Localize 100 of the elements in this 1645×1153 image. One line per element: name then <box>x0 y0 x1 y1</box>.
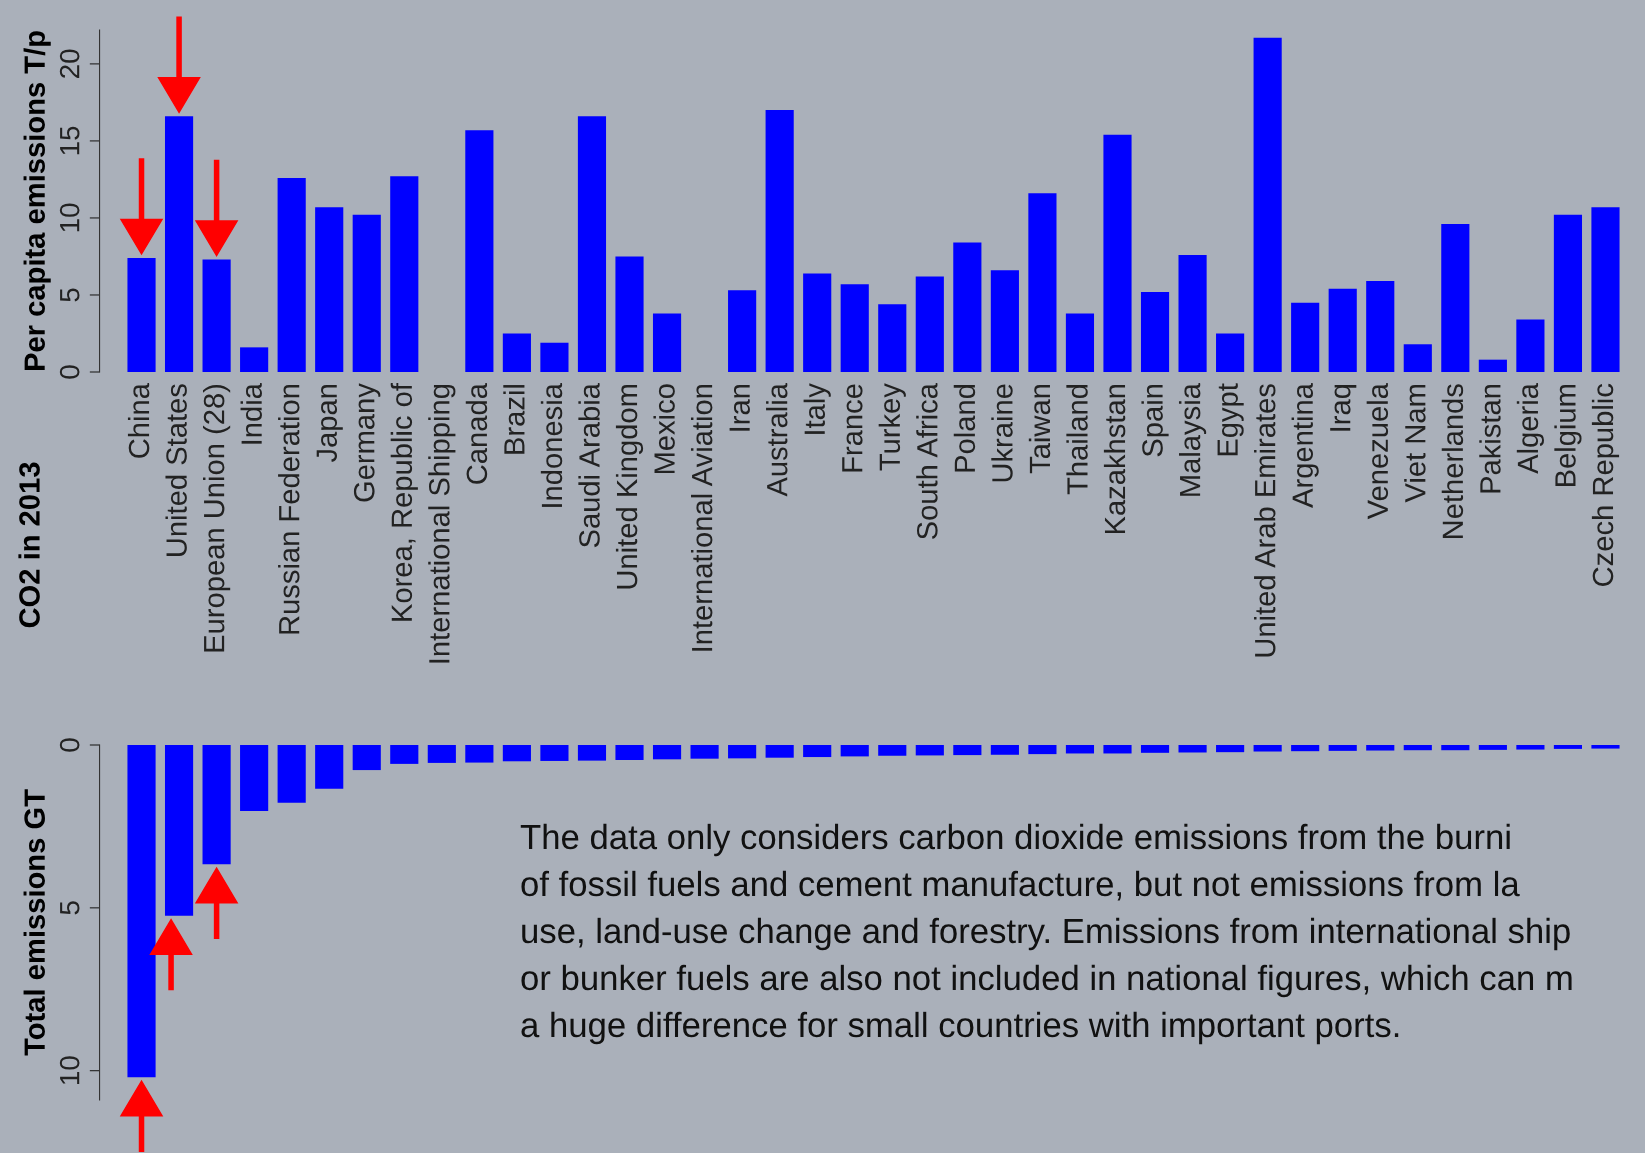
bar <box>728 745 757 759</box>
bar <box>1403 344 1432 372</box>
bar <box>878 304 907 372</box>
bar <box>465 130 494 372</box>
bar <box>690 745 719 759</box>
bar <box>1028 193 1057 372</box>
y-axis-title: Per capita emissions T/p <box>23 31 51 371</box>
x-tick-label: France <box>842 384 863 472</box>
bar <box>577 116 607 372</box>
annotation: use, land-use change and forestry. Emissions from international ship <box>522 917 1570 951</box>
x-tick-label: Mexico <box>653 384 675 474</box>
x-tick-label: Ukraine <box>991 384 1013 482</box>
y-tick-label: 10 <box>59 1056 80 1085</box>
x-tick-label: Pakistan <box>1479 385 1501 493</box>
bar <box>1328 288 1357 372</box>
x-tick-label: Germany <box>353 383 381 502</box>
bar <box>1328 745 1357 751</box>
x-tick-label: Brazil <box>503 385 525 454</box>
bar <box>990 270 1019 372</box>
x-tick-label: United Arab Emirates <box>1254 384 1276 657</box>
x-tick-label: Czech Republic <box>1591 383 1620 586</box>
x-tick-label: Poland <box>953 384 976 472</box>
bar <box>990 745 1019 755</box>
bar <box>953 745 982 756</box>
x-tick-label: Italy <box>803 383 831 434</box>
x-tick-label: Saudi Arabia <box>578 383 600 548</box>
bar <box>1140 745 1170 753</box>
bar <box>803 745 832 758</box>
bar <box>1591 745 1620 749</box>
x-tick-label: Spain <box>1141 385 1169 457</box>
x-tick-label: Japan <box>316 385 343 463</box>
bar <box>1065 313 1095 372</box>
bar <box>1553 214 1583 372</box>
bar <box>1516 745 1545 750</box>
x-tick-label: Turkey <box>878 383 906 471</box>
bar <box>1291 745 1320 752</box>
y-tick-label: 0 <box>59 365 80 379</box>
bar <box>540 745 569 761</box>
x-tick-label: Russian Federation <box>278 384 300 634</box>
x-tick-label: Kazakhstan <box>1103 385 1126 534</box>
x-tick-label: Thailand <box>1066 384 1088 495</box>
x-tick-label: India <box>240 383 262 444</box>
bar <box>1216 333 1245 372</box>
x-tick-label: Taiwan <box>1028 385 1051 474</box>
bar <box>1553 745 1583 749</box>
y-tick-label: 15 <box>60 126 80 155</box>
bar <box>1366 281 1395 372</box>
bar <box>728 290 757 372</box>
bar <box>465 745 494 763</box>
x-tick-label: United Kingdom <box>615 385 644 589</box>
bar <box>390 745 419 764</box>
bar <box>840 284 869 372</box>
bar <box>315 745 344 789</box>
annotation: The data only considers carbon dioxide emissions from the burni <box>520 823 1510 857</box>
bar <box>240 347 269 372</box>
annotation: of fossil fuels and cement manufacture, but not emissions from la <box>521 870 1520 901</box>
bar <box>1403 745 1432 751</box>
bar <box>1591 207 1620 372</box>
x-tick-label: Belgium <box>1554 385 1582 487</box>
bar <box>1441 745 1470 751</box>
bar <box>915 745 944 756</box>
bar <box>1140 291 1170 372</box>
y-tick-label: 0 <box>59 738 80 752</box>
bar <box>502 745 531 762</box>
text: CO2 in 2013 <box>18 462 40 628</box>
bar <box>765 110 794 372</box>
annotation: or bunker fuels are also not included in national figures, which can m <box>521 964 1572 998</box>
x-tick-label: Australia <box>766 383 788 497</box>
x-tick-label: Egypt <box>1217 383 1244 456</box>
x-tick-label: Korea, Republic of <box>390 383 418 621</box>
bar <box>1516 319 1545 372</box>
bar <box>803 273 832 372</box>
bar <box>390 176 419 372</box>
bar <box>315 207 344 372</box>
x-tick-label: United States <box>165 384 187 556</box>
bar <box>615 256 644 372</box>
bar <box>1178 254 1207 372</box>
bar <box>1103 134 1132 372</box>
x-tick-label: Viet Nam <box>1404 385 1426 503</box>
x-tick-label: Malaysia <box>1178 383 1207 496</box>
x-tick-label: China <box>127 383 150 458</box>
bar <box>277 745 306 803</box>
x-tick-label: Netherlands <box>1441 384 1464 538</box>
x-tick-label: International Aviation <box>690 384 713 651</box>
annotation: a huge difference for small countries with important ports. <box>521 1011 1399 1045</box>
y-tick-label: 5 <box>60 288 80 302</box>
bar <box>652 313 682 372</box>
bar <box>615 745 644 760</box>
y-tick-label: 5 <box>60 901 80 915</box>
x-tick-label: International Shipping <box>428 384 456 663</box>
y-tick-label: 20 <box>59 49 80 78</box>
bar <box>352 214 381 372</box>
bar <box>878 745 907 756</box>
bar <box>502 333 531 372</box>
bar <box>1065 745 1095 754</box>
bar <box>840 745 869 757</box>
bar <box>540 342 569 372</box>
bar <box>1441 224 1470 372</box>
bar <box>577 745 607 761</box>
bar <box>1478 359 1507 372</box>
